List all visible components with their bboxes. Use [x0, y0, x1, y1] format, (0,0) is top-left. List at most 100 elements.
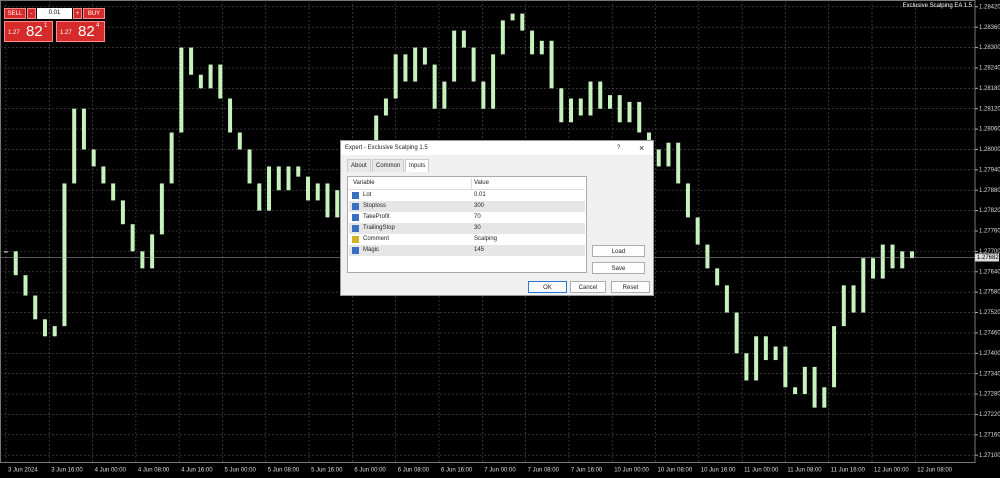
- x-tick-label: 11 Jun 00:00: [744, 468, 779, 474]
- price-big: 82: [26, 23, 43, 40]
- candle: [169, 132, 174, 184]
- tab[interactable]: About: [347, 159, 371, 172]
- candle: [617, 95, 622, 123]
- y-tick-label: 1.27220: [979, 412, 1000, 418]
- x-tick-label: 4 Jun 16:00: [181, 468, 213, 474]
- y-tick-label: 1.28420: [979, 4, 1000, 10]
- table-row[interactable]: Stoploss 300: [349, 201, 585, 212]
- price-sup: 4: [96, 23, 100, 29]
- x-tick-label: 3 Jun 2024: [8, 468, 38, 474]
- buy-button[interactable]: BUY: [83, 8, 105, 19]
- row-icon: [352, 214, 359, 221]
- y-tick-label: 1.28240: [979, 66, 1000, 72]
- y-tick-label: 1.28120: [979, 106, 1000, 112]
- x-tick-label: 10 Jun 00:00: [614, 468, 649, 474]
- bottom-button[interactable]: OK: [528, 281, 567, 293]
- candle: [91, 149, 96, 167]
- lot-increase[interactable]: +: [73, 8, 82, 19]
- x-tick-label: 5 Jun 16:00: [311, 468, 343, 474]
- candle: [33, 295, 38, 320]
- candle: [656, 149, 661, 167]
- price-prefix: 1.27: [60, 30, 72, 36]
- side-button[interactable]: Load: [592, 245, 645, 257]
- lot-input[interactable]: 0.01: [37, 8, 72, 19]
- candle: [208, 64, 213, 89]
- table-row[interactable]: TrailingStop 30: [349, 223, 585, 234]
- variable-cell: Magic: [363, 247, 380, 253]
- table-row[interactable]: Lot 0.01: [349, 190, 585, 201]
- header-row: Variable Value: [349, 178, 585, 190]
- y-tick-label: 1.27520: [979, 310, 1000, 316]
- candle: [481, 81, 486, 109]
- x-tick-label: 10 Jun 16:00: [701, 468, 736, 474]
- y-tick-label: 1.28060: [979, 127, 1000, 133]
- candle: [724, 285, 729, 313]
- tab[interactable]: Common: [372, 159, 405, 172]
- header-cell: Value: [471, 178, 489, 189]
- lot-decrease[interactable]: -: [27, 8, 36, 19]
- bottom-button[interactable]: Cancel: [570, 281, 606, 293]
- row-icon: [352, 225, 359, 232]
- y-tick-label: 1.27340: [979, 371, 1000, 377]
- y-tick-label: 1.28300: [979, 45, 1000, 51]
- x-tick-label: 10 Jun 08:00: [658, 468, 693, 474]
- value-cell: 70: [474, 214, 481, 220]
- x-tick-label: 6 Jun 08:00: [398, 468, 430, 474]
- value-cell: 0.01: [474, 192, 486, 198]
- candle: [851, 285, 856, 313]
- table-row[interactable]: Comment Scalping: [349, 234, 585, 245]
- candle: [832, 326, 837, 388]
- help-button[interactable]: ?: [617, 145, 621, 151]
- candle: [763, 336, 768, 361]
- candle: [150, 234, 155, 269]
- candle: [588, 81, 593, 116]
- row-icon: [352, 203, 359, 210]
- candle: [530, 30, 535, 55]
- buy-price[interactable]: 1.27 82 4: [56, 21, 105, 42]
- candle: [861, 258, 866, 313]
- price-sup: 1: [44, 23, 48, 29]
- title-bar: Expert - Exclusive Scalping 1.5 ? ×: [341, 141, 653, 155]
- y-tick-label: 1.27280: [979, 392, 1000, 398]
- bottom-button[interactable]: Reset: [611, 281, 650, 293]
- x-tick-label: 5 Jun 08:00: [268, 468, 300, 474]
- candle: [900, 251, 905, 269]
- table-row[interactable]: TakeProfit 70: [349, 212, 585, 223]
- dialog-title: Expert - Exclusive Scalping 1.5: [345, 145, 428, 151]
- y-tick-label: 1.27940: [979, 167, 1000, 173]
- y-tick-label: 1.28180: [979, 86, 1000, 92]
- candle: [120, 200, 125, 225]
- x-tick-label: 12 Jun 08:00: [917, 468, 952, 474]
- side-button[interactable]: Save: [592, 262, 645, 274]
- sell-button[interactable]: SELL: [4, 8, 26, 19]
- candle: [822, 387, 827, 408]
- y-tick-label: 1.27400: [979, 351, 1000, 357]
- candle: [315, 183, 320, 201]
- candle: [676, 142, 681, 184]
- candle: [890, 244, 895, 269]
- x-tick-label: 3 Jun 16:00: [51, 468, 83, 474]
- candle: [705, 244, 710, 269]
- sell-price[interactable]: 1.27 82 1: [4, 21, 53, 42]
- candle: [452, 30, 457, 82]
- candle: [744, 353, 749, 381]
- candle: [267, 166, 272, 211]
- candle: [130, 224, 135, 252]
- bid-box: [975, 253, 999, 262]
- candle: [598, 81, 603, 109]
- candle: [413, 47, 418, 82]
- candle: [754, 336, 759, 381]
- close-button[interactable]: ×: [639, 143, 645, 153]
- candle: [666, 142, 671, 167]
- candle: [783, 346, 788, 388]
- y-tick-label: 1.28360: [979, 25, 1000, 31]
- table-row[interactable]: Magic 145: [349, 245, 585, 256]
- candle: [793, 387, 798, 395]
- tab[interactable]: Inputs: [405, 159, 430, 172]
- candle: [325, 183, 330, 218]
- x-tick-label: 11 Jun 16:00: [831, 468, 866, 474]
- variable-cell: Comment: [363, 236, 390, 242]
- candle: [471, 47, 476, 82]
- candle: [393, 54, 398, 99]
